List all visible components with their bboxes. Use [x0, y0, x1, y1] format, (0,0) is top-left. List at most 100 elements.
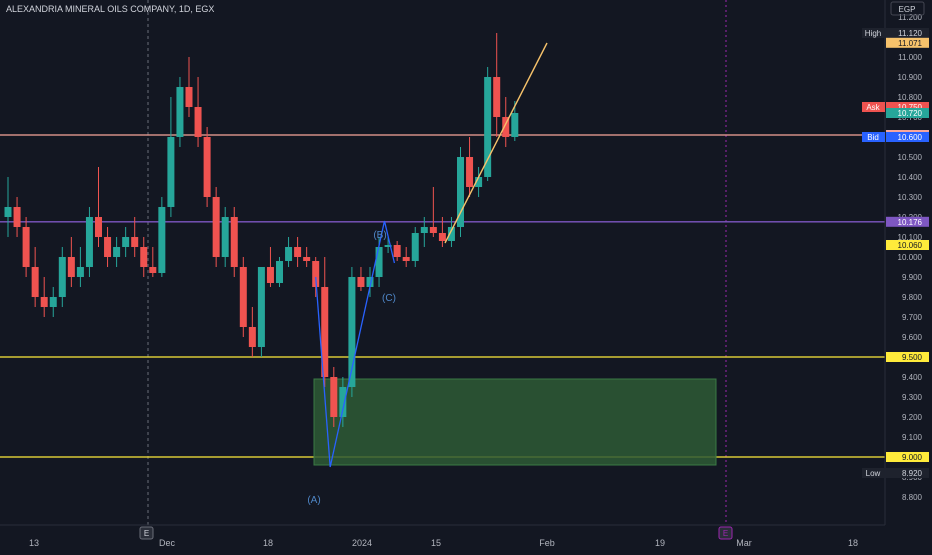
- price-tick-label: 10.100: [898, 233, 923, 242]
- price-tick-label: 11.000: [898, 53, 922, 62]
- price-badge-tag-label: Low: [866, 469, 881, 478]
- candle-body: [22, 227, 30, 267]
- candle-body: [239, 267, 247, 327]
- price-badge-value: 11.071: [898, 39, 922, 48]
- candle-body: [257, 267, 265, 347]
- candle-body: [420, 227, 428, 233]
- candle-body: [4, 207, 12, 217]
- price-badge: [886, 108, 929, 118]
- candle-body: [303, 257, 311, 261]
- wave-line: [315, 220, 396, 468]
- price-badge-tag: [862, 102, 885, 112]
- candle-body: [67, 257, 75, 277]
- candle-body: [221, 217, 229, 257]
- currency-label: EGP: [899, 5, 916, 14]
- candle-body: [149, 267, 157, 273]
- candle-body: [266, 267, 274, 283]
- candle-body: [312, 261, 320, 287]
- candle-body: [402, 257, 410, 261]
- candle-body: [457, 157, 464, 227]
- candle-body: [167, 137, 175, 207]
- candle-body: [511, 113, 519, 137]
- candle-body: [76, 267, 84, 277]
- price-tick-label: 9.700: [902, 313, 923, 322]
- candle-body: [321, 287, 329, 377]
- price-badge: [886, 37, 929, 48]
- candle-body: [194, 107, 202, 137]
- candle-body: [158, 207, 166, 273]
- price-badge: [886, 28, 929, 38]
- level-price-value: 9.000: [902, 453, 923, 462]
- candle-body: [348, 277, 356, 387]
- candle-body: [95, 217, 102, 237]
- price-tick-label: 11.200: [898, 13, 922, 22]
- earnings-marker: [139, 526, 154, 540]
- candle-body: [230, 217, 238, 267]
- price-tick-label: 8.800: [902, 493, 923, 502]
- time-tick-label: Dec: [159, 538, 176, 548]
- price-badge-tag-label: High: [865, 29, 881, 38]
- price-badge: [886, 132, 929, 142]
- price-badge-value: 10.720: [898, 109, 923, 118]
- candle-body: [475, 177, 483, 187]
- price-badge-tag: [862, 468, 885, 478]
- candle-body: [276, 261, 283, 283]
- candle-body: [185, 87, 193, 107]
- price-badge-value: 10.060: [898, 241, 923, 250]
- price-tick-label: 9.600: [902, 333, 923, 342]
- price-tick-label: 10.400: [898, 173, 923, 182]
- price-badge-tag: [862, 28, 885, 38]
- candle-body: [104, 237, 112, 257]
- candle-body: [339, 387, 347, 417]
- candle-body: [203, 137, 211, 197]
- candle-body: [357, 277, 365, 287]
- price-badge-tag-label: Bid: [867, 133, 879, 142]
- time-tick-label: Mar: [736, 538, 752, 548]
- price-badge-value: 8.920: [902, 469, 923, 478]
- candle-body: [484, 77, 492, 177]
- level-price-value: 10.176: [898, 218, 923, 227]
- candle-body: [447, 227, 455, 241]
- demand-zone: [313, 378, 717, 466]
- candle-body: [58, 257, 66, 297]
- time-tick-label: 18: [848, 538, 858, 548]
- time-tick-label: 2024: [352, 538, 372, 548]
- candle-body: [85, 217, 93, 267]
- earnings-marker: [718, 526, 733, 540]
- level-price-value: 9.500: [902, 353, 923, 362]
- price-badge: [886, 468, 929, 478]
- price-badge: [886, 240, 929, 250]
- chart-title: ALEXANDRIA MINERAL OILS COMPANY, 1D, EGX: [6, 4, 214, 14]
- price-tick-label: 10.500: [898, 153, 923, 162]
- price-tick-label: 10.900: [898, 73, 923, 82]
- candle-body: [131, 237, 139, 247]
- candle-body: [31, 267, 39, 297]
- candle-body: [330, 377, 338, 417]
- candle-body: [502, 117, 510, 137]
- candle-body: [375, 247, 383, 277]
- candle-body: [40, 297, 48, 307]
- level-price-badge: [886, 216, 929, 227]
- candle-body: [285, 247, 293, 261]
- candle-body: [466, 157, 474, 187]
- candle-body: [13, 207, 21, 227]
- wave-label-c: (C): [382, 293, 396, 304]
- price-tick-label: 10.800: [898, 93, 923, 102]
- price-badge-tag-label: Ask: [866, 103, 880, 112]
- currency-badge: [890, 1, 925, 16]
- price-tick-label: 9.300: [902, 393, 923, 402]
- time-tick-label: 18: [263, 538, 273, 548]
- price-tick-label: 9.800: [902, 293, 923, 302]
- candle-body: [411, 233, 419, 261]
- candle-body: [384, 245, 392, 247]
- candle-body: [366, 277, 374, 287]
- price-tick-label: 9.900: [902, 273, 923, 282]
- candle-body: [113, 247, 121, 257]
- price-badge-value: 11.120: [898, 29, 922, 38]
- level-price-badge: [886, 352, 929, 362]
- time-tick-label: 13: [29, 538, 39, 548]
- candle-body: [429, 227, 437, 233]
- candle-body: [212, 197, 220, 257]
